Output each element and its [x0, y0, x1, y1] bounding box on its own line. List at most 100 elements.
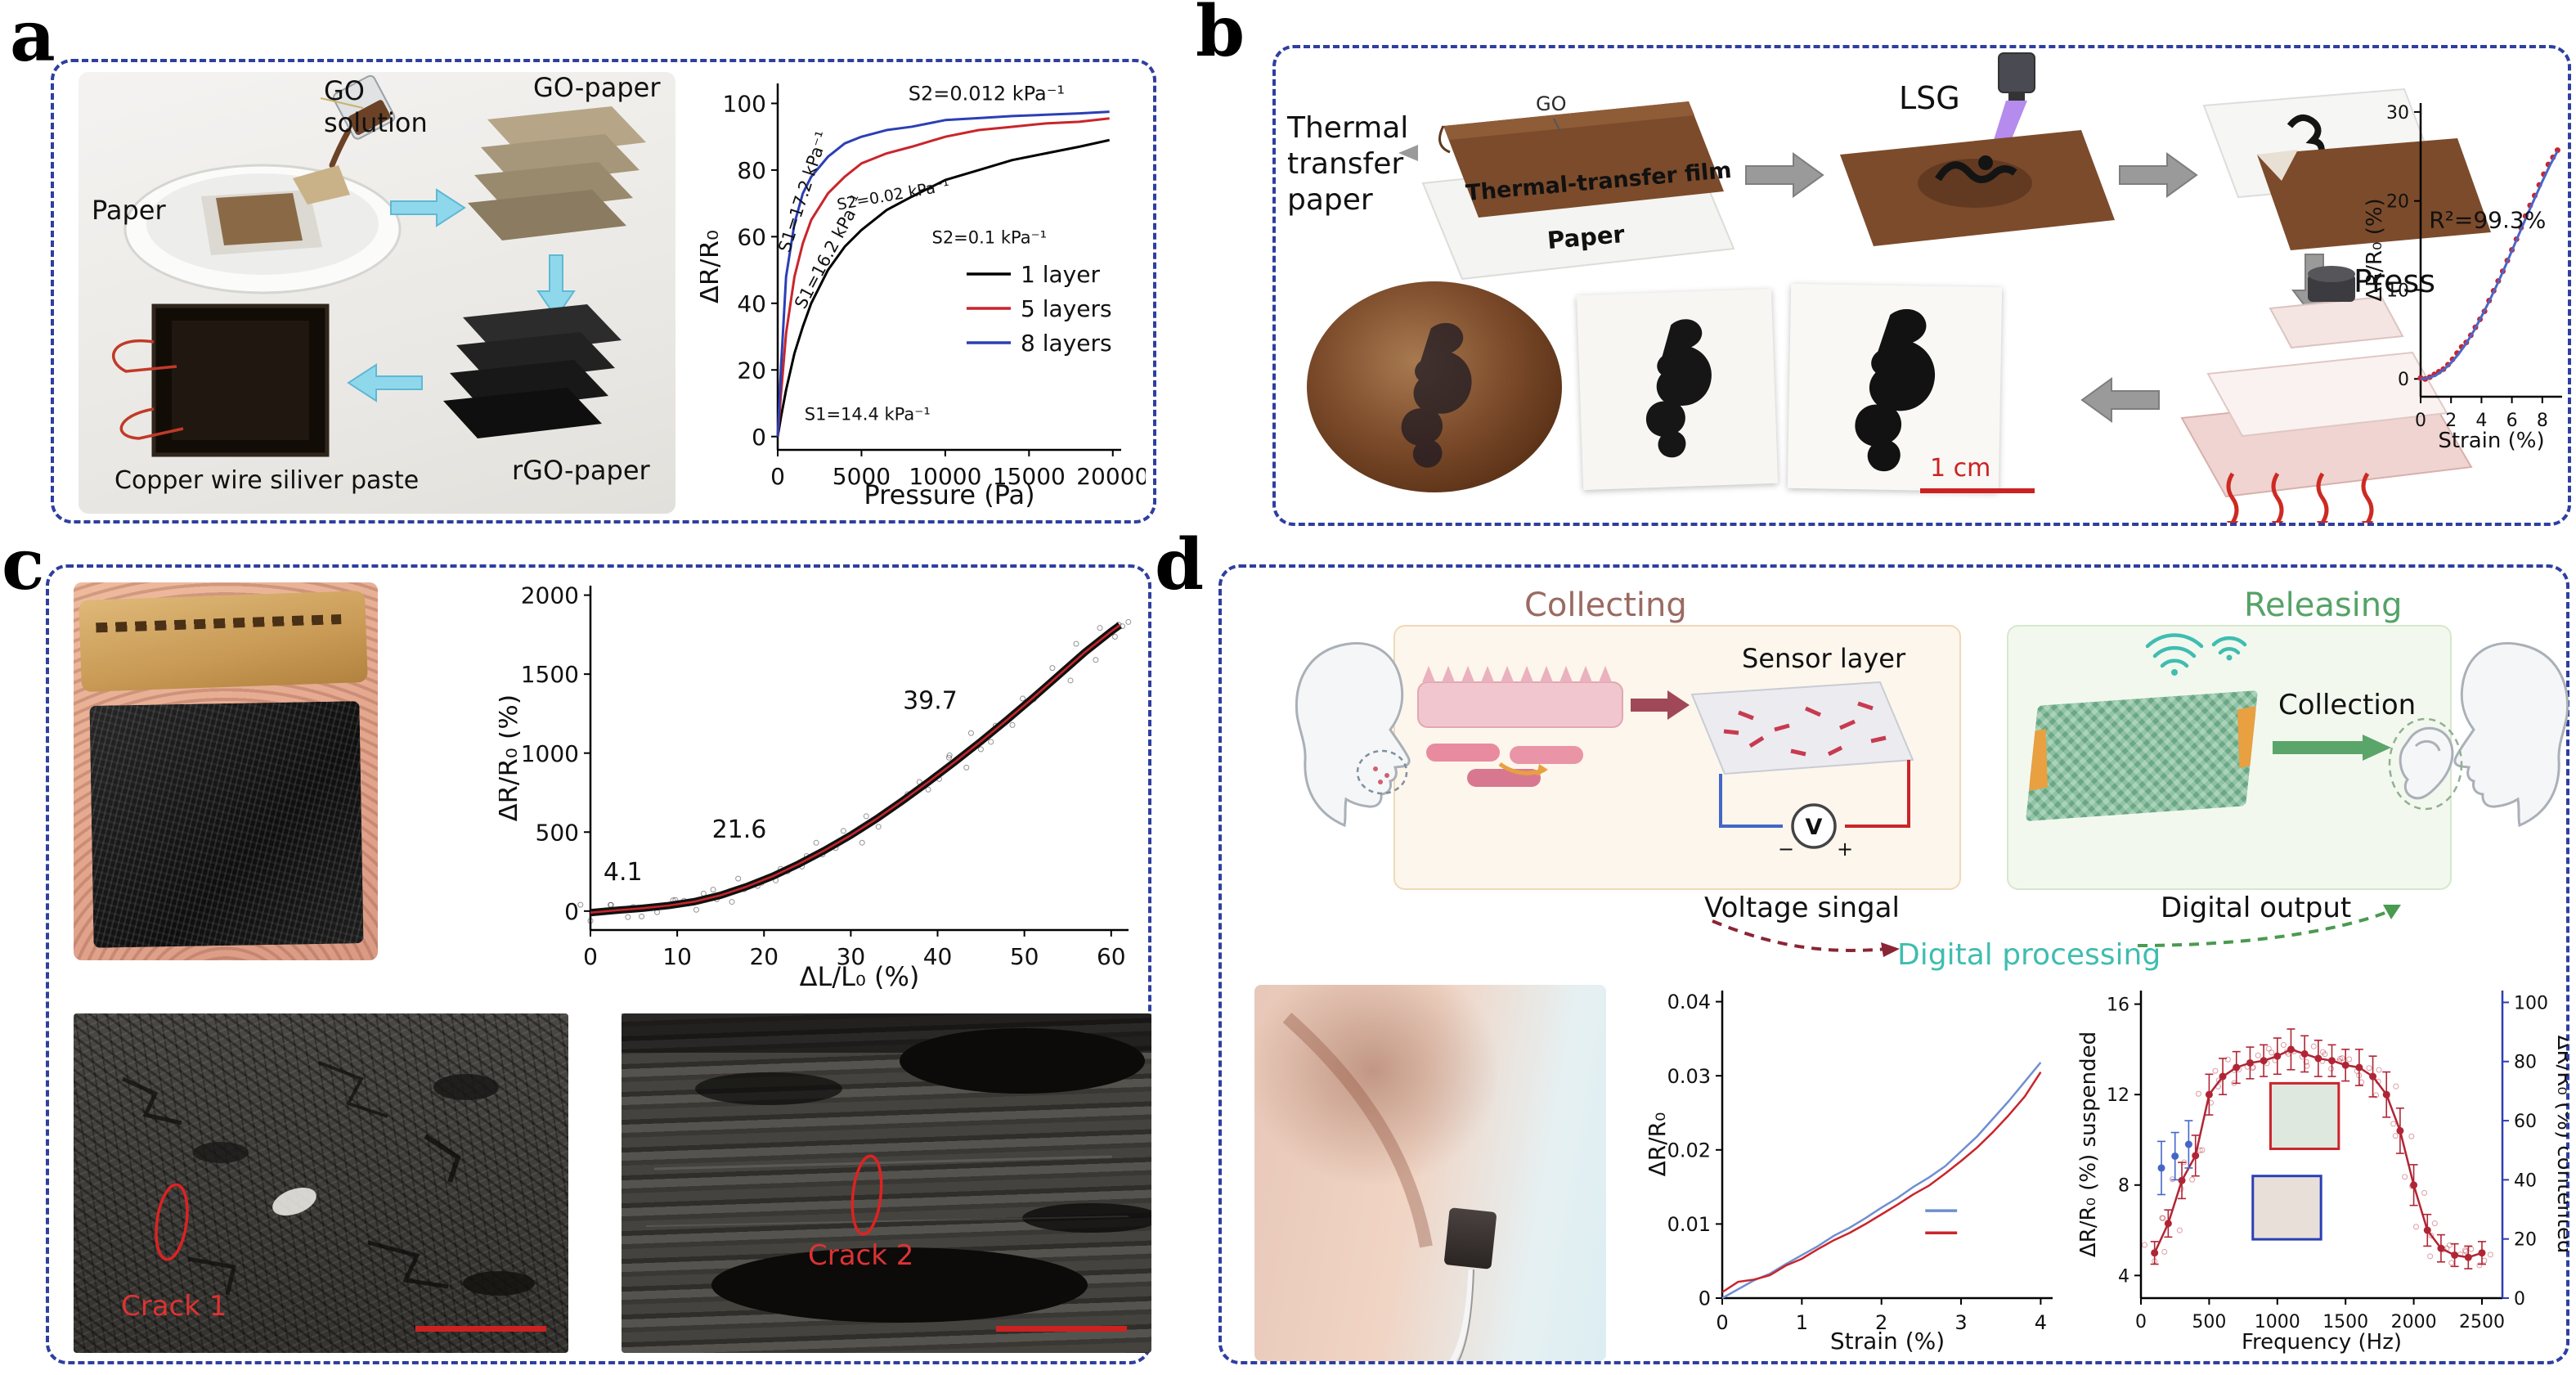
rgo-paper-label: rGO-paper [512, 455, 650, 486]
panel-c-letter: c [2, 523, 45, 606]
svg-text:30: 30 [837, 943, 866, 970]
petri-dish-icon [123, 164, 402, 294]
lsg-label: LSG [1899, 80, 1960, 116]
svg-text:0: 0 [752, 424, 766, 451]
svg-text:40: 40 [737, 290, 766, 317]
svg-text:4: 4 [2035, 1311, 2047, 1334]
svg-text:8: 8 [2118, 1176, 2129, 1197]
crack2-label: Crack 2 [808, 1239, 914, 1272]
transfer-photo-1 [1576, 288, 1779, 491]
svg-text:8 layers: 8 layers [1021, 330, 1112, 357]
releasing-title: Releasing [2244, 586, 2403, 624]
panel-a: GO solution Paper GO-paper rGO-paper Cop… [51, 59, 1156, 523]
svg-text:40: 40 [923, 943, 953, 970]
throat-sensor-chip [1443, 1207, 1497, 1269]
svg-text:39.7: 39.7 [903, 687, 958, 716]
svg-text:ΔR/R₀: ΔR/R₀ [1647, 1112, 1671, 1177]
svg-text:0: 0 [2514, 1289, 2525, 1310]
press-label: Press [2354, 263, 2436, 299]
paper-label: Paper [92, 195, 166, 226]
fabrication-schematic-drawing [111, 74, 646, 457]
svg-text:30: 30 [2386, 103, 2409, 124]
tape-band [79, 590, 368, 693]
svg-text:10: 10 [662, 943, 692, 970]
svg-text:0: 0 [1699, 1287, 1711, 1310]
arrow-right-icon [390, 188, 466, 227]
svg-text:0: 0 [2398, 370, 2409, 390]
go-paper-stack-icon [468, 106, 646, 240]
panel-b: 1 cm Thermal transfer paper GO Thermal-t… [1272, 45, 2571, 526]
svg-text:500: 500 [2192, 1312, 2226, 1332]
film-stack-icon [1421, 101, 1735, 281]
svg-text:100: 100 [2514, 993, 2548, 1013]
arrow-right-icon [2119, 152, 2198, 198]
svg-text:0.04: 0.04 [1667, 991, 1711, 1013]
svg-text:10000: 10000 [909, 463, 981, 490]
panel-d: Collecting Releasing Sensor layer V + − … [1218, 564, 2576, 1364]
svg-text:ΔR/R₀ (%): ΔR/R₀ (%) [2363, 198, 2387, 301]
svg-text:ΔR/R₀ (%): ΔR/R₀ (%) [499, 694, 523, 822]
svg-text:R²=99.3%: R²=99.3% [2429, 206, 2546, 233]
svg-text:40: 40 [2514, 1171, 2537, 1191]
svg-text:Frequency (Hz): Frequency (Hz) [2242, 1330, 2402, 1355]
sensor-layer-label: Sensor layer [1742, 643, 1906, 674]
svg-text:1500: 1500 [2322, 1312, 2368, 1332]
scale-bar-label: 1 cm [1930, 454, 1991, 483]
svg-text:2500: 2500 [2459, 1312, 2505, 1332]
digital-processing-label: Digital processing [1897, 938, 2161, 972]
sensor-device-icon [111, 303, 330, 457]
svg-text:2: 2 [2445, 411, 2457, 431]
svg-text:12: 12 [2107, 1085, 2129, 1106]
voltage-signal-label: Voltage singal [1704, 892, 1900, 924]
pointer-icon [1398, 145, 1418, 161]
svg-text:100: 100 [723, 91, 766, 118]
arrow-right-icon [1745, 152, 1824, 198]
svg-text:60: 60 [737, 223, 766, 250]
svg-text:20: 20 [737, 357, 766, 384]
svg-text:8: 8 [2537, 411, 2548, 431]
svg-text:0.02: 0.02 [1667, 1139, 1711, 1162]
svg-text:60: 60 [1097, 943, 1126, 970]
strain-response-chart-d: 0 1 2 3 4 0 0.01 0.02 0.03 0.04 Strain (%) ΔR/R₀ [1644, 981, 2064, 1359]
svg-text:2000: 2000 [2391, 1312, 2437, 1332]
scribed-film-icon [1840, 130, 2115, 246]
frequency-response-chart: 0 500 1000 1500 2000 2500 4 8 12 16 0 20 40 60 80 100 ΔR… [2076, 981, 2576, 1359]
svg-text:ΔR/R₀: ΔR/R₀ [700, 230, 725, 303]
svg-text:0: 0 [770, 463, 785, 490]
digital-output-label: Digital output [2161, 892, 2352, 924]
svg-text:Strain (%): Strain (%) [2438, 429, 2544, 453]
svg-text:1500: 1500 [521, 661, 579, 688]
crack1-label: Crack 1 [121, 1290, 227, 1323]
copper-wire-label: Copper wire siliver paste [114, 466, 420, 495]
panel-a-schematic: GO solution Paper GO-paper rGO-paper Cop… [79, 72, 675, 514]
transfer-process-drawing [1398, 52, 2491, 523]
svg-text:3: 3 [1954, 1311, 1967, 1334]
crack2-highlight-ellipse [850, 1154, 883, 1236]
head-left-icon [1295, 641, 1411, 828]
go-label: GO [1536, 92, 1567, 115]
svg-text:S2=0.1 kPa⁻¹: S2=0.1 kPa⁻¹ [931, 227, 1047, 247]
svg-text:6: 6 [2506, 411, 2518, 431]
go-solution-label: GO solution [324, 75, 428, 139]
svg-text:20: 20 [2386, 192, 2409, 213]
sem1-scale-bar [415, 1326, 546, 1332]
svg-text:50: 50 [1010, 943, 1039, 970]
rgo-paper-stack-icon [443, 304, 622, 438]
stitch-line [96, 613, 342, 633]
svg-text:80: 80 [2514, 1053, 2537, 1073]
scale-bar [1920, 488, 2035, 493]
svg-text:20: 20 [2514, 1230, 2537, 1251]
sem2-scale-bar [996, 1326, 1127, 1332]
svg-text:S1=17.2 kPa⁻¹: S1=17.2 kPa⁻¹ [774, 128, 832, 254]
thermal-transfer-paper-label: Thermal transfer paper [1287, 111, 1409, 217]
arrow-left-icon [2080, 377, 2160, 423]
finger-sensor-photo [74, 582, 378, 960]
svg-text:S2=0.02 kPa⁻¹: S2=0.02 kPa⁻¹ [836, 177, 951, 214]
neck-sensor-photo [1254, 985, 1606, 1361]
panel-b-letter: b [1196, 0, 1245, 73]
panel-c: 0 10 20 30 40 50 60 0 500 1000 1500 2000 ΔL/L₀ (%) ΔR… [46, 564, 1151, 1364]
sem-image-crack1: Crack 1 [74, 1013, 568, 1353]
arrow-left-icon [347, 363, 423, 402]
svg-text:1000: 1000 [2255, 1312, 2300, 1332]
beaker-icon [329, 74, 396, 169]
